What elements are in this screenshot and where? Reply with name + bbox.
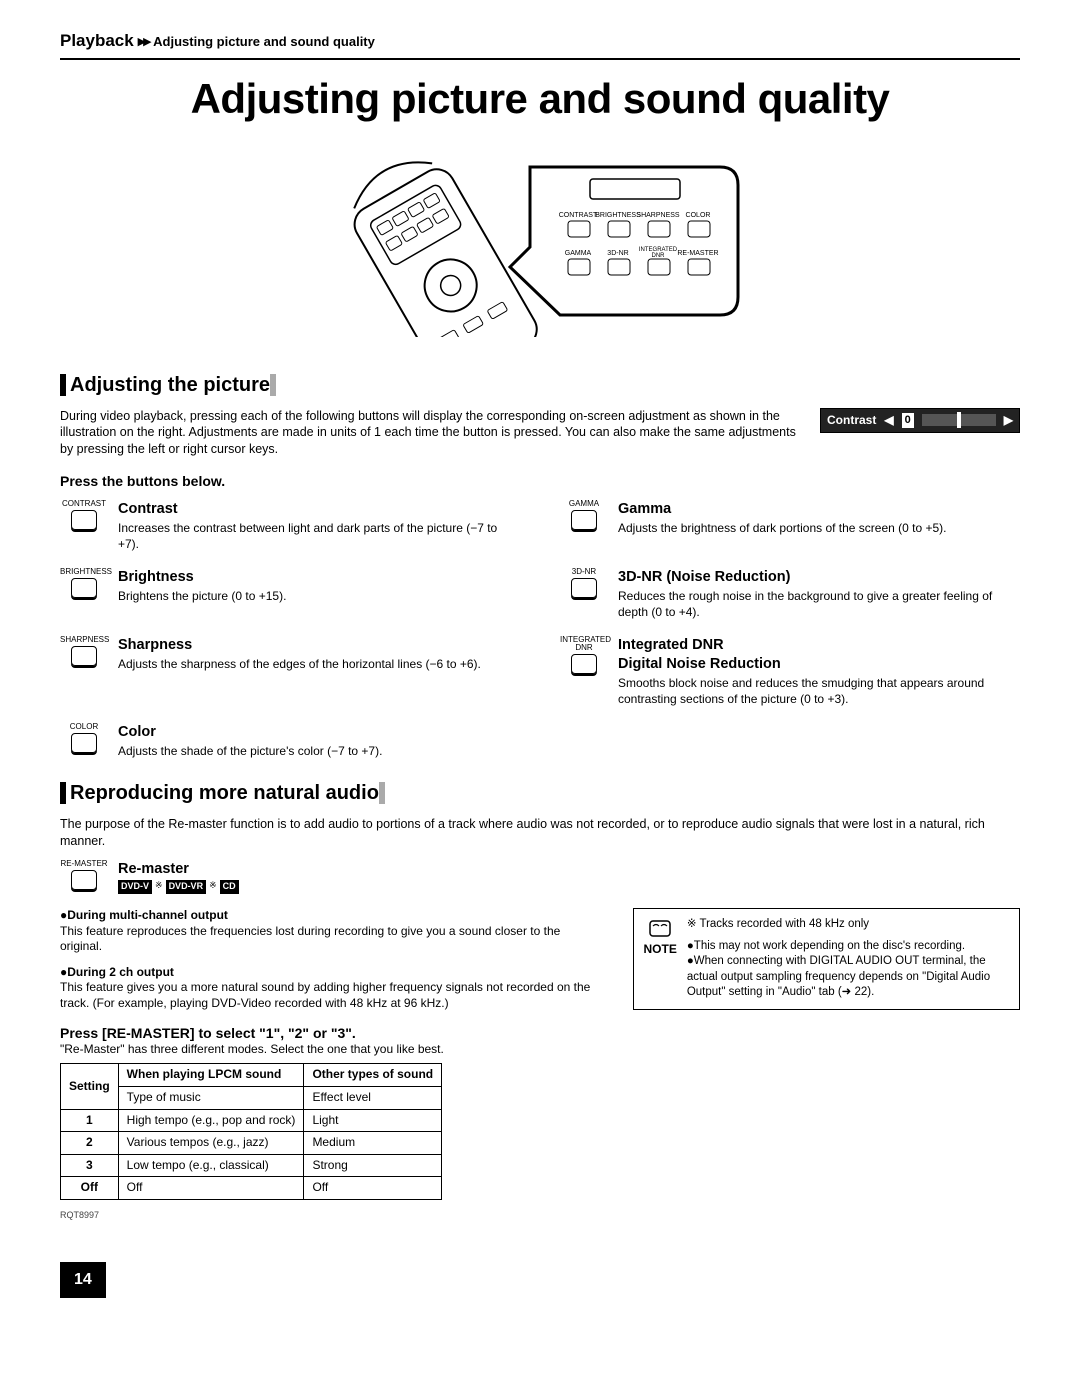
note-line1: ※ Tracks recorded with 48 kHz only — [687, 917, 1009, 933]
note-icon — [647, 917, 673, 939]
remaster-button-icon: RE-MASTER — [60, 860, 108, 890]
note-label: NOTE — [644, 917, 677, 957]
button-row-3dnr: 3D-NR 3D-NR (Noise Reduction) Reduces th… — [560, 568, 1020, 620]
table-row: 1 High tempo (e.g., pop and rock) Light — [61, 1109, 442, 1132]
table-row: Off Off Off — [61, 1177, 442, 1200]
note-bullet1: ●This may not work depending on the disc… — [687, 939, 1009, 955]
button-row-brightness: BRIGHTNESS Brightness Brightens the pict… — [60, 568, 520, 620]
svg-text:GAMMA: GAMMA — [565, 250, 592, 257]
top-rule — [60, 58, 1020, 60]
th-lpcm: When playing LPCM sound — [118, 1064, 304, 1087]
brightness-desc: Brightens the picture (0 to +15). — [118, 589, 286, 605]
press-remaster-sub: "Re-Master" has three different modes. S… — [60, 1042, 603, 1058]
svg-text:SHARPNESS: SHARPNESS — [636, 212, 680, 219]
table-row: 3 Low tempo (e.g., classical) Strong — [61, 1154, 442, 1177]
table-row: 2 Various tempos (e.g., jazz) Medium — [61, 1132, 442, 1155]
brightness-button-icon: BRIGHTNESS — [60, 568, 108, 598]
svg-text:RE-MASTER: RE-MASTER — [677, 250, 718, 257]
page-title: Adjusting picture and sound quality — [60, 72, 1020, 127]
svg-text:CONTRAST: CONTRAST — [559, 212, 598, 219]
brightness-title: Brightness — [118, 568, 286, 587]
press-buttons-label: Press the buttons below. — [60, 472, 1020, 490]
svg-text:3D-NR: 3D-NR — [607, 250, 628, 257]
sharpness-desc: Adjusts the sharpness of the edges of th… — [118, 657, 481, 673]
multi-channel-head: ●During multi-channel output — [60, 908, 603, 924]
two-ch-text: This feature gives you a more natural so… — [60, 980, 603, 1011]
gamma-button-icon: GAMMA — [560, 500, 608, 530]
contrast-osd: Contrast ◀ 0 ▶ — [820, 408, 1020, 434]
color-title: Color — [118, 723, 382, 742]
integrated-dnr-title: Integrated DNR Digital Noise Reduction — [618, 636, 1020, 674]
note-bullet2: ●When connecting with DIGITAL AUDIO OUT … — [687, 954, 1009, 1001]
color-desc: Adjusts the shade of the picture's color… — [118, 744, 382, 760]
remote-illustration: CONTRAST BRIGHTNESS SHARPNESS COLOR GAMM… — [60, 147, 1020, 342]
multi-channel-text: This feature reproduces the frequencies … — [60, 924, 603, 955]
contrast-desc: Increases the contrast between light and… — [118, 521, 520, 552]
badge-cd: CD — [220, 880, 239, 894]
osd-value: 0 — [902, 413, 914, 427]
th-setting: Setting — [61, 1064, 119, 1109]
breadcrumb-arrows: ▸▸ — [138, 33, 149, 50]
3dnr-desc: Reduces the rough noise in the backgroun… — [618, 589, 1020, 620]
remaster-left-column: ●During multi-channel output This featur… — [60, 908, 603, 1200]
picture-buttons-grid: CONTRAST Contrast Increases the contrast… — [60, 500, 1020, 759]
breadcrumb: Playback ▸▸ Adjusting picture and sound … — [60, 30, 1020, 52]
remaster-title: Re-master — [118, 860, 239, 879]
format-badges: DVD-V ※ DVD-VR ※ CD — [118, 880, 239, 894]
integrated-dnr-desc: Smooths block noise and reduces the smud… — [618, 676, 1020, 707]
3dnr-button-icon: 3D-NR — [560, 568, 608, 598]
two-ch-head: ●During 2 ch output — [60, 965, 603, 981]
button-row-color: COLOR Color Adjusts the shade of the pic… — [60, 723, 520, 759]
sub-type: Type of music — [118, 1086, 304, 1109]
badge-note-1: ※ — [155, 880, 163, 894]
remaster-row: RE-MASTER Re-master DVD-V ※ DVD-VR ※ CD — [60, 860, 1020, 895]
svg-text:COLOR: COLOR — [686, 212, 711, 219]
sharpness-button-icon: SHARPNESS — [60, 636, 108, 666]
press-remaster-label: Press [RE-MASTER] to select "1", "2" or … — [60, 1024, 603, 1042]
button-row-contrast: CONTRAST Contrast Increases the contrast… — [60, 500, 520, 552]
button-row-gamma: GAMMA Gamma Adjusts the brightness of da… — [560, 500, 1020, 552]
remaster-table: Setting When playing LPCM sound Other ty… — [60, 1063, 442, 1200]
integrated-dnr-button-icon: INTEGRATEDDNR — [560, 636, 608, 674]
badge-note-2: ※ — [209, 880, 217, 894]
section-heading-picture: Adjusting the picture — [60, 372, 1020, 398]
osd-left-icon: ◀ — [884, 413, 893, 429]
page-number: 14 — [60, 1262, 106, 1299]
badge-dvdv: DVD-V — [118, 880, 152, 894]
sharpness-title: Sharpness — [118, 636, 481, 655]
contrast-title: Contrast — [118, 500, 520, 519]
section-heading-picture-text: Adjusting the picture — [70, 372, 270, 398]
breadcrumb-section: Playback — [60, 31, 134, 50]
section-heading-audio: Reproducing more natural audio — [60, 780, 1020, 806]
breadcrumb-sub: Adjusting picture and sound quality — [153, 34, 375, 49]
button-row-integrated-dnr: INTEGRATEDDNR Integrated DNR Digital Noi… — [560, 636, 1020, 707]
section-heading-audio-text: Reproducing more natural audio — [70, 780, 379, 806]
svg-text:DNR: DNR — [652, 253, 666, 259]
gamma-desc: Adjusts the brightness of dark portions … — [618, 521, 947, 537]
th-other: Other types of sound — [304, 1064, 442, 1087]
document-id: RQT8997 — [60, 1210, 1020, 1222]
picture-intro-text: During video playback, pressing each of … — [60, 408, 800, 459]
svg-text:BRIGHTNESS: BRIGHTNESS — [595, 212, 641, 219]
note-box: NOTE ※ Tracks recorded with 48 kHz only … — [633, 908, 1021, 1010]
contrast-button-icon: CONTRAST — [60, 500, 108, 530]
osd-label: Contrast — [827, 413, 876, 429]
audio-intro-text: The purpose of the Re-master function is… — [60, 816, 1020, 850]
sub-effect: Effect level — [304, 1086, 442, 1109]
3dnr-title: 3D-NR (Noise Reduction) — [618, 568, 1020, 587]
badge-dvdvr: DVD-VR — [166, 880, 207, 894]
gamma-title: Gamma — [618, 500, 947, 519]
osd-bar — [922, 414, 996, 426]
color-button-icon: COLOR — [60, 723, 108, 753]
osd-right-icon: ▶ — [1004, 413, 1013, 429]
button-row-sharpness: SHARPNESS Sharpness Adjusts the sharpnes… — [60, 636, 520, 707]
